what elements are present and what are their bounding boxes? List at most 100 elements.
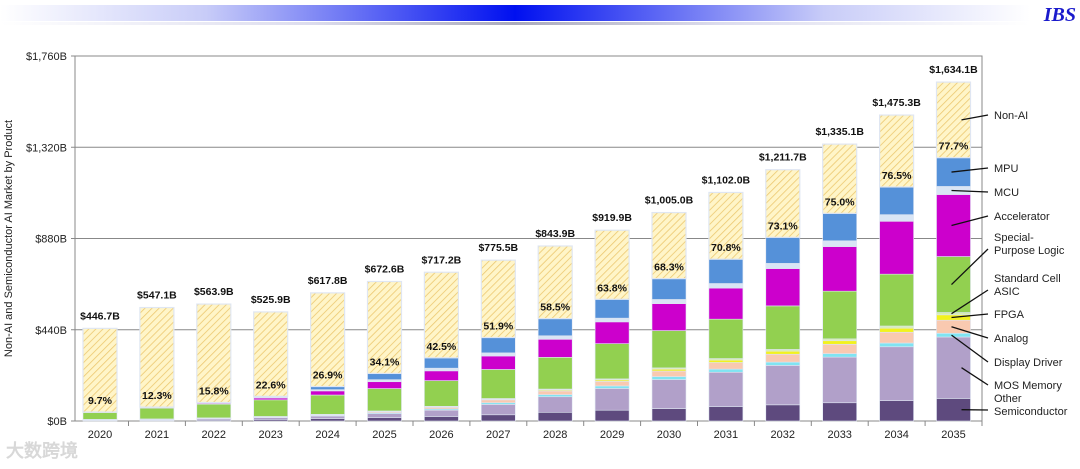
legend-leader-line — [951, 326, 989, 339]
bar-segment-other-semiconductor — [367, 417, 402, 422]
bar-segment-other-semiconductor — [537, 411, 573, 422]
bar-segment-analog — [879, 331, 914, 344]
bar-segment-accelerator — [537, 338, 573, 358]
bar-segment-special-purpose-logic — [651, 330, 687, 369]
bar-segment-mpu — [537, 318, 573, 337]
x-tick-label: 2027 — [486, 429, 510, 441]
watermark: 大数跨境 — [6, 441, 78, 461]
bar-segment-mos-memory — [765, 365, 801, 406]
bar-segment-special-purpose-logic — [367, 388, 402, 412]
bar-segment-non-ai — [594, 229, 630, 300]
bar-segment-analog — [822, 343, 858, 354]
total-label: $775.5B — [478, 242, 518, 254]
legend-label: ASIC — [994, 286, 1020, 298]
y-tick-label: $1,760B — [26, 51, 67, 63]
ai-share-label: 22.6% — [256, 379, 286, 391]
bar-segment-other-semiconductor — [480, 414, 516, 422]
bar-segment-mcu — [424, 367, 459, 372]
bar-segment-accelerator — [708, 287, 744, 320]
bar-segment-display-driver — [594, 385, 630, 389]
bar-segment-special-purpose-logic — [708, 318, 744, 359]
bar-segment-other-semiconductor — [594, 409, 630, 422]
ai-share-label: 9.7% — [88, 395, 113, 407]
legend-label: Display Driver — [994, 357, 1063, 369]
bar-segment-mcu — [765, 263, 801, 269]
x-tick-label: 2032 — [771, 429, 795, 441]
bar-segment-mpu — [651, 278, 687, 300]
bar-segment-special-purpose-logic — [253, 399, 288, 417]
bar-segment-mcu — [708, 283, 744, 289]
x-tick-label: 2028 — [543, 429, 567, 441]
total-label: $446.7B — [80, 310, 120, 322]
bar-segment-display-driver — [651, 376, 687, 380]
ai-share-label: 58.5% — [540, 302, 570, 314]
bar-segment-mpu — [594, 298, 630, 319]
bar-segment-display-driver — [879, 342, 914, 348]
bar-segment-mpu — [480, 337, 516, 354]
bar-segment-accelerator — [594, 321, 630, 344]
total-label: $1,475.3B — [872, 97, 921, 109]
legend-label: Non-AI — [994, 110, 1028, 122]
ai-share-label: 26.9% — [313, 370, 343, 382]
bar-segment-other-semiconductor — [708, 406, 744, 422]
ai-share-label: 63.8% — [597, 282, 627, 294]
legend-leader-line — [951, 189, 989, 193]
ai-share-label: 15.8% — [199, 386, 229, 398]
ai-share-label: 73.1% — [768, 220, 798, 232]
legend-leader-line — [951, 313, 989, 319]
bar-segment-accelerator — [822, 246, 858, 292]
bar-segment-mcu — [537, 335, 573, 340]
bar-segment-special-purpose-logic — [424, 380, 459, 407]
bar-segment-special-purpose-logic — [594, 343, 630, 380]
x-tick-label: 2022 — [202, 429, 226, 441]
total-label: $1,634.1B — [929, 64, 978, 76]
bar-segment-display-driver — [708, 368, 744, 373]
bar-segment-special-purpose-logic — [537, 357, 573, 390]
x-tick-label: 2021 — [145, 429, 169, 441]
bar-segment-accelerator — [879, 220, 914, 275]
y-axis-label: Non-AI and Semiconductor AI Market by Pr… — [3, 120, 15, 357]
bar-segment-mos-memory — [936, 336, 971, 399]
bar-segment-non-ai — [480, 259, 516, 339]
bar-segment-analog — [537, 390, 573, 395]
bar-segment-accelerator — [424, 370, 459, 381]
bar-segment-mos-memory — [424, 409, 459, 417]
bar-segment-other-semiconductor — [822, 402, 858, 422]
total-label: $843.9B — [535, 228, 575, 240]
total-label: $525.9B — [251, 294, 291, 306]
legend-label: MOS Memory — [994, 380, 1062, 392]
bar-segment-fpga — [879, 327, 914, 333]
bar-segment-analog — [651, 370, 687, 377]
bar-segment-non-ai — [708, 191, 744, 260]
legend-label: Analog — [994, 333, 1028, 345]
bar-segment-special-purpose-logic — [879, 273, 914, 327]
bar-segment-fpga — [822, 340, 858, 345]
bar-segment-mcu — [822, 240, 858, 247]
bar-segment-analog — [765, 353, 801, 363]
legend-leader-line — [961, 367, 989, 386]
bar-segment-display-driver — [822, 353, 858, 358]
x-tick-label: 2023 — [258, 429, 282, 441]
bar-segment-mos-memory — [310, 415, 345, 419]
bar-segment-display-driver — [765, 361, 801, 366]
legend-label: Other — [994, 393, 1022, 405]
bar-segment-other-semiconductor — [765, 404, 801, 422]
bar-segment-mos-memory — [879, 346, 914, 401]
bar-segment-special-purpose-logic — [822, 290, 858, 340]
x-tick-label: 2034 — [884, 429, 908, 441]
bar-segment-special-purpose-logic — [82, 412, 118, 420]
bar-segment-display-driver — [537, 394, 573, 398]
bar-segment-special-purpose-logic — [765, 305, 801, 350]
x-tick-label: 2033 — [827, 429, 851, 441]
total-label: $1,102.0B — [702, 174, 751, 186]
bar-segment-non-ai — [423, 271, 459, 359]
legend-leader-line — [951, 215, 989, 227]
x-tick-label: 2024 — [315, 429, 339, 441]
total-label: $563.9B — [194, 286, 234, 298]
bar-segment-non-ai — [537, 245, 573, 320]
ai-share-label: 68.3% — [654, 262, 684, 274]
bar-segment-non-ai — [196, 303, 232, 404]
bar-segment-mcu — [367, 379, 402, 383]
bar-segment-special-purpose-logic — [936, 256, 971, 313]
